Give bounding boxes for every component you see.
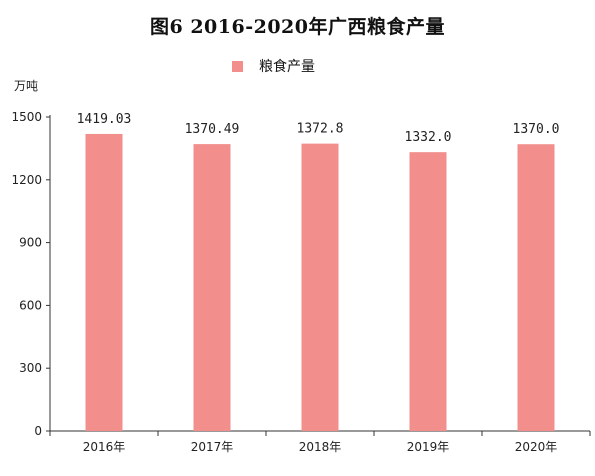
bar-2016年 <box>85 133 123 432</box>
y-tick-label: 300 <box>19 361 42 375</box>
chart-title: 图6 2016-2020年广西粮食产量 <box>150 16 445 38</box>
y-axis: 0 300 600 900 1200 1500 <box>11 110 51 438</box>
x-tick-label: 2019年 <box>407 440 450 454</box>
x-axis: 2016年 2017年 2018年 2019年 2020年 <box>49 430 591 454</box>
y-tick-label: 600 <box>19 298 42 312</box>
y-tick-label: 0 <box>34 424 42 438</box>
data-label: 1419.03 <box>77 112 132 127</box>
y-tick-label: 1500 <box>11 110 42 124</box>
x-tick-label: 2020年 <box>515 440 558 454</box>
bars <box>85 133 555 432</box>
y-tick-label: 1200 <box>11 173 42 187</box>
data-label: 1370.0 <box>513 122 560 137</box>
legend-label: 粮食产量 <box>259 59 315 75</box>
legend: 粮食产量 <box>232 56 315 76</box>
x-tick-label: 2018年 <box>299 440 342 454</box>
y-tick-label: 900 <box>19 236 42 250</box>
legend-swatch <box>232 60 243 72</box>
data-label: 1332.0 <box>405 130 452 145</box>
bar-2019年 <box>409 152 447 431</box>
bar-2017年 <box>193 144 231 431</box>
data-labels: 1419.03 1370.49 1372.8 1332.0 1370.0 <box>77 112 560 145</box>
x-tick-label: 2016年 <box>83 440 126 454</box>
x-tick-label: 2017年 <box>191 440 234 454</box>
bar-2018年 <box>301 143 339 431</box>
data-label: 1370.49 <box>185 122 240 137</box>
y-axis-unit-label: 万吨 <box>14 79 38 93</box>
data-label: 1372.8 <box>297 122 344 137</box>
bar-2020年 <box>517 144 555 432</box>
